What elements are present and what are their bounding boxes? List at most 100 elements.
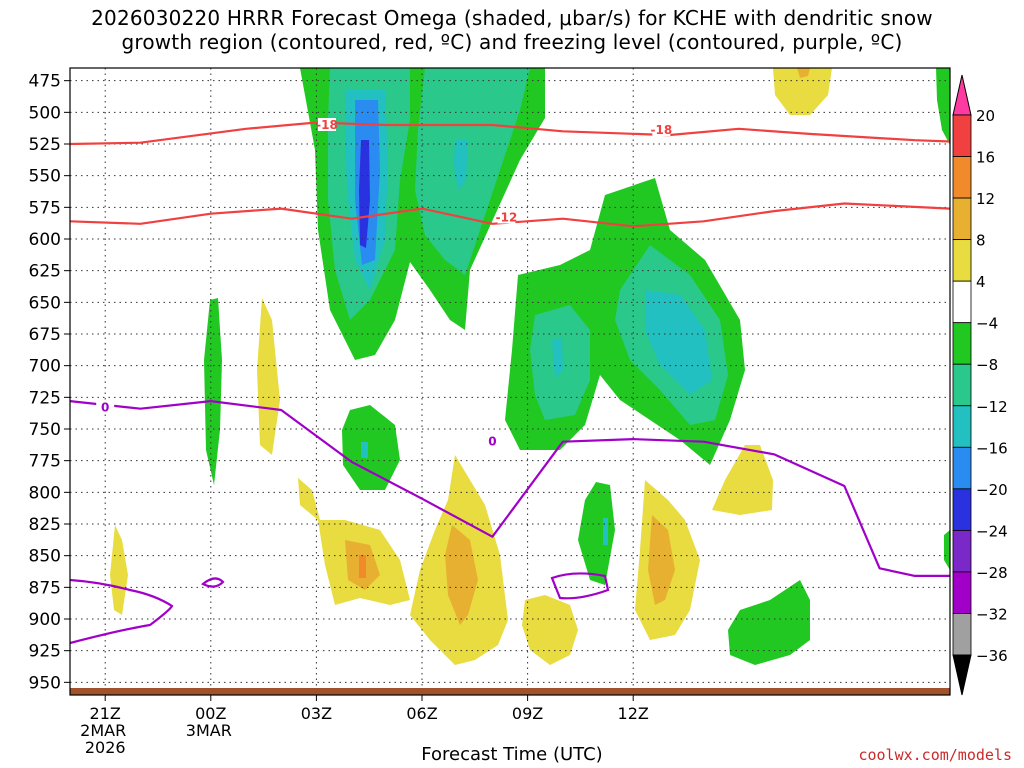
- omega-edge-green-low: [944, 530, 950, 570]
- y-tick-label: 625: [29, 262, 61, 282]
- contour-label: -18: [651, 123, 673, 137]
- omega-lobe-green-lower-right: [728, 580, 810, 665]
- credit-link[interactable]: coolwx.com/models: [858, 746, 1012, 764]
- colorbar-box: [952, 156, 972, 199]
- omega-lobe-yellow-top: [773, 68, 832, 115]
- contour-line-dgz: [70, 121, 950, 146]
- colorbar-label: 4: [976, 273, 986, 291]
- colorbar-box: [952, 197, 972, 241]
- omega-lobe-darkblue: [359, 140, 370, 248]
- colorbar-label: −8: [976, 356, 998, 374]
- x-axis-label: Forecast Time (UTC): [421, 744, 603, 765]
- colorbar-box: [952, 239, 972, 282]
- y-axis: 475 500 525 550 575 600 625 650 675 700 725 750 775 8…: [29, 72, 70, 693]
- title-line-2: growth region (contoured, red, ºC) and f…: [121, 30, 903, 54]
- x-tick-label: 09Z: [512, 704, 543, 723]
- contour-label-bg: [483, 434, 502, 448]
- colorbar-label: 12: [976, 190, 995, 208]
- colorbar-box: [952, 363, 972, 407]
- colorbar: 20 16 12 8 4 −4 −8 −12 −16 −20 −24 −28 −32 −36: [952, 74, 1008, 696]
- colorbar-box: [952, 280, 972, 324]
- x-tick-label: 06Z: [406, 704, 437, 723]
- y-tick-label: 800: [29, 483, 61, 503]
- colorbar-cap-bottom: [952, 654, 972, 696]
- omega-band-green-left: [204, 298, 222, 485]
- grid-lines: [70, 68, 950, 695]
- y-tick-label: 775: [29, 452, 61, 472]
- omega-band-teal-07z: [603, 518, 608, 545]
- contour-label: -18: [316, 118, 338, 132]
- y-tick-label: 825: [29, 515, 61, 535]
- plot-area: -18 -18 -12 0 0: [70, 68, 950, 695]
- colorbar-label: −4: [976, 315, 998, 333]
- x-tick-sublabel: 2MAR: [80, 721, 126, 740]
- colorbar-box: [952, 529, 972, 573]
- contour-label-bg: [652, 123, 671, 137]
- y-tick-label: 700: [29, 357, 61, 377]
- y-tick-label: 725: [29, 388, 61, 408]
- omega-band-yellow-21z: [110, 525, 128, 615]
- contour-label-bg: [497, 210, 516, 224]
- x-tick-label: 12Z: [618, 704, 649, 723]
- colorbar-box: [952, 405, 972, 448]
- title-line-1: 2026030220 HRRR Forecast Omega (shaded, …: [91, 6, 933, 30]
- omega-lobe-yellow-low-5: [712, 445, 773, 515]
- colorbar-box: [952, 488, 972, 531]
- omega-lobe-cyan-2: [415, 68, 530, 275]
- y-tick-label: 950: [29, 673, 61, 693]
- x-tick-label: 03Z: [301, 704, 332, 723]
- x-tick-sublabel: 3MAR: [186, 721, 232, 740]
- omega-lobe-cyan-small: [454, 140, 468, 190]
- x-tick-label: 00Z: [195, 704, 226, 723]
- contour-line-freezing: [70, 400, 950, 578]
- omega-edge-green-top: [936, 68, 950, 145]
- x-tick-label: 21Z: [90, 704, 121, 723]
- omega-lobe-teal-small: [552, 338, 563, 378]
- colorbar-box: [952, 571, 972, 614]
- y-tick-label: 500: [29, 103, 61, 123]
- colorbar-label: −28: [976, 564, 1008, 582]
- colorbar-box: [952, 322, 972, 365]
- contour-loop-freezing: [201, 577, 225, 588]
- omega-lobe-teal-mid: [645, 290, 712, 395]
- omega-shading: [110, 68, 950, 665]
- y-tick-label: 475: [29, 72, 61, 92]
- y-tick-label: 550: [29, 167, 61, 187]
- omega-lobe-orange-top: [797, 68, 810, 78]
- ground-strip: [70, 688, 950, 695]
- colorbar-label: −12: [976, 398, 1008, 416]
- colorbar-label: −36: [976, 647, 1008, 665]
- omega-lobe-green-725: [342, 405, 400, 490]
- colorbar-label: −24: [976, 522, 1008, 540]
- contour-loop-freezing: [550, 572, 610, 600]
- y-tick-label: 675: [29, 325, 61, 345]
- colorbar-label: −20: [976, 481, 1008, 499]
- omega-lobe-yellow-low-3: [522, 595, 578, 665]
- omega-lobe-yellow-low-1: [298, 478, 410, 605]
- y-tick-label: 575: [29, 198, 61, 218]
- y-tick-label: 875: [29, 578, 61, 598]
- colorbar-cap-top: [952, 74, 972, 116]
- contour-label: -12: [496, 210, 518, 224]
- contour-label: 0: [488, 435, 496, 449]
- omega-band-green-07z: [578, 482, 615, 585]
- y-tick-label: 750: [29, 420, 61, 440]
- omega-lobe-orange-low-2: [445, 525, 478, 625]
- y-tick-label: 650: [29, 293, 61, 313]
- colorbar-box: [952, 613, 972, 656]
- contour-label-bg: [317, 118, 336, 131]
- y-tick-label: 525: [29, 135, 61, 155]
- omega-lobe-red-low-1: [359, 555, 366, 578]
- omega-band-yellow-left: [257, 298, 280, 455]
- contour-label-bg: [96, 400, 115, 414]
- contour-lines: -18 -18 -12 0 0: [70, 118, 950, 645]
- chart-title: 2026030220 HRRR Forecast Omega (shaded, …: [0, 6, 1024, 54]
- colorbar-label: −16: [976, 439, 1008, 457]
- colorbar-box: [952, 446, 972, 490]
- y-tick-label: 925: [29, 642, 61, 662]
- omega-lobe-orange-low-4: [648, 515, 675, 605]
- colorbar-label: −32: [976, 605, 1008, 623]
- y-tick-label: 850: [29, 547, 61, 567]
